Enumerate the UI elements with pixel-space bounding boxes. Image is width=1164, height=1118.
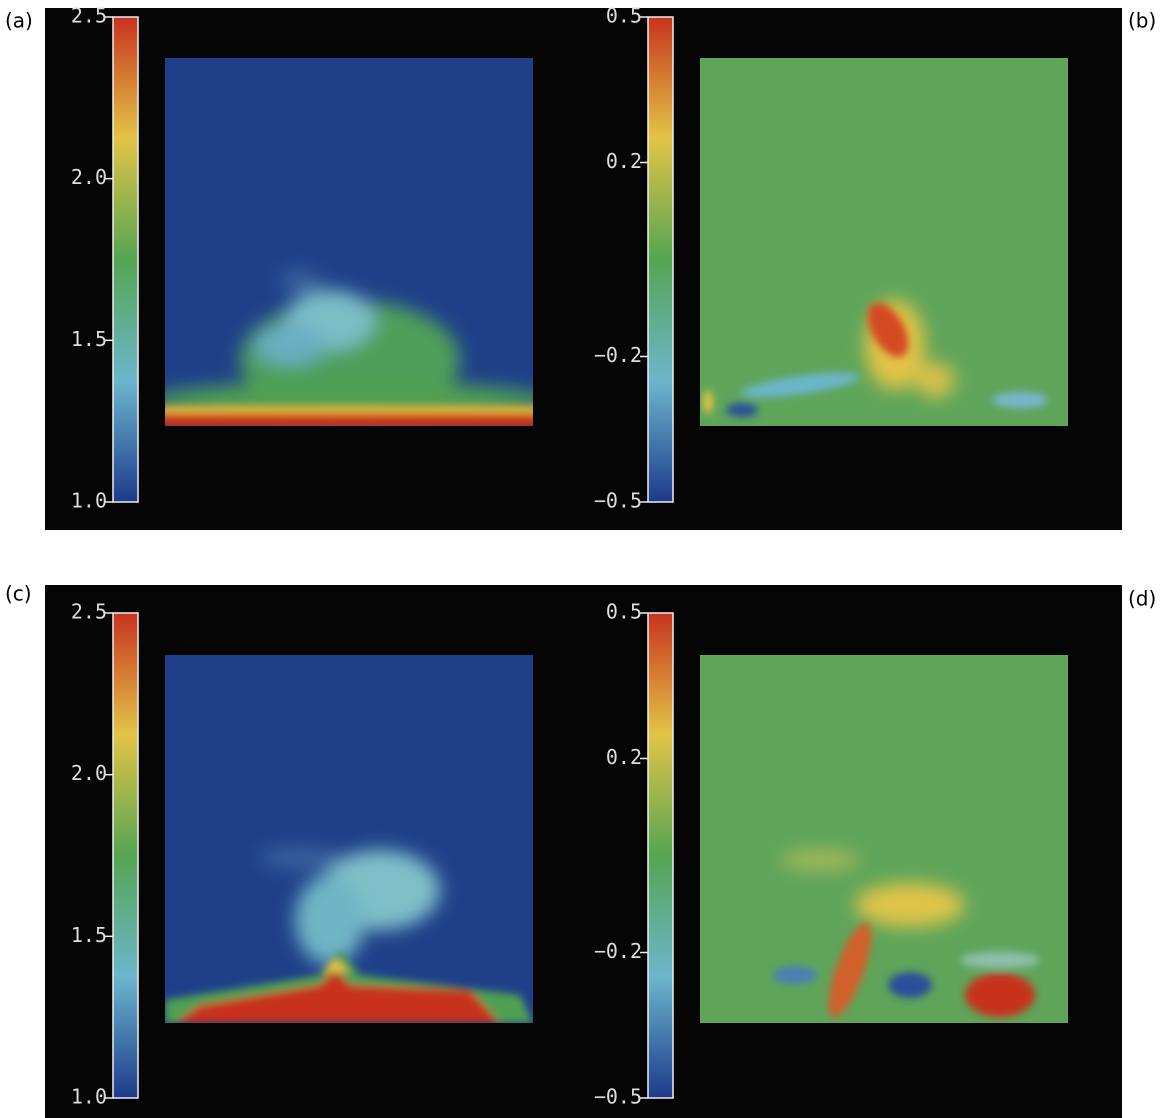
colorbar-tick-label: −0.2 <box>594 939 642 963</box>
field-a <box>165 58 533 426</box>
colorbar-tick-label: 0.2 <box>606 149 642 173</box>
colorbar <box>112 612 139 1099</box>
colorbar-tick-label: −0.5 <box>594 1085 642 1109</box>
panel-label: (a) <box>5 9 33 33</box>
colorbar-tick-label: 0.2 <box>606 745 642 769</box>
colorbar-tick-label: 2.5 <box>71 600 107 624</box>
colorbar-tick-label: 0.5 <box>606 600 642 624</box>
colorbar-tick-label: 2.0 <box>71 165 107 189</box>
colorbar-tick-label: 1.5 <box>71 923 107 947</box>
colorbar <box>647 16 674 503</box>
colorbar-tick-label: −0.2 <box>594 343 642 367</box>
field-c <box>165 655 533 1023</box>
colorbar-tick-label: 0.5 <box>606 4 642 28</box>
colorbar-tick-label: 2.5 <box>71 4 107 28</box>
colorbar-tick-label: 1.5 <box>71 327 107 351</box>
colorbar-tick-label: 2.0 <box>71 761 107 785</box>
colorbar-tick-label: 1.0 <box>71 489 107 513</box>
panel-label: (b) <box>1128 9 1156 33</box>
colorbar <box>647 612 674 1099</box>
panel-label: (d) <box>1128 587 1156 611</box>
colorbar-tick-label: 1.0 <box>71 1085 107 1109</box>
field-b <box>700 58 1068 426</box>
colorbar <box>112 16 139 503</box>
colorbar-tick-label: −0.5 <box>594 489 642 513</box>
panel-label: (c) <box>5 582 32 606</box>
field-d <box>700 655 1068 1023</box>
